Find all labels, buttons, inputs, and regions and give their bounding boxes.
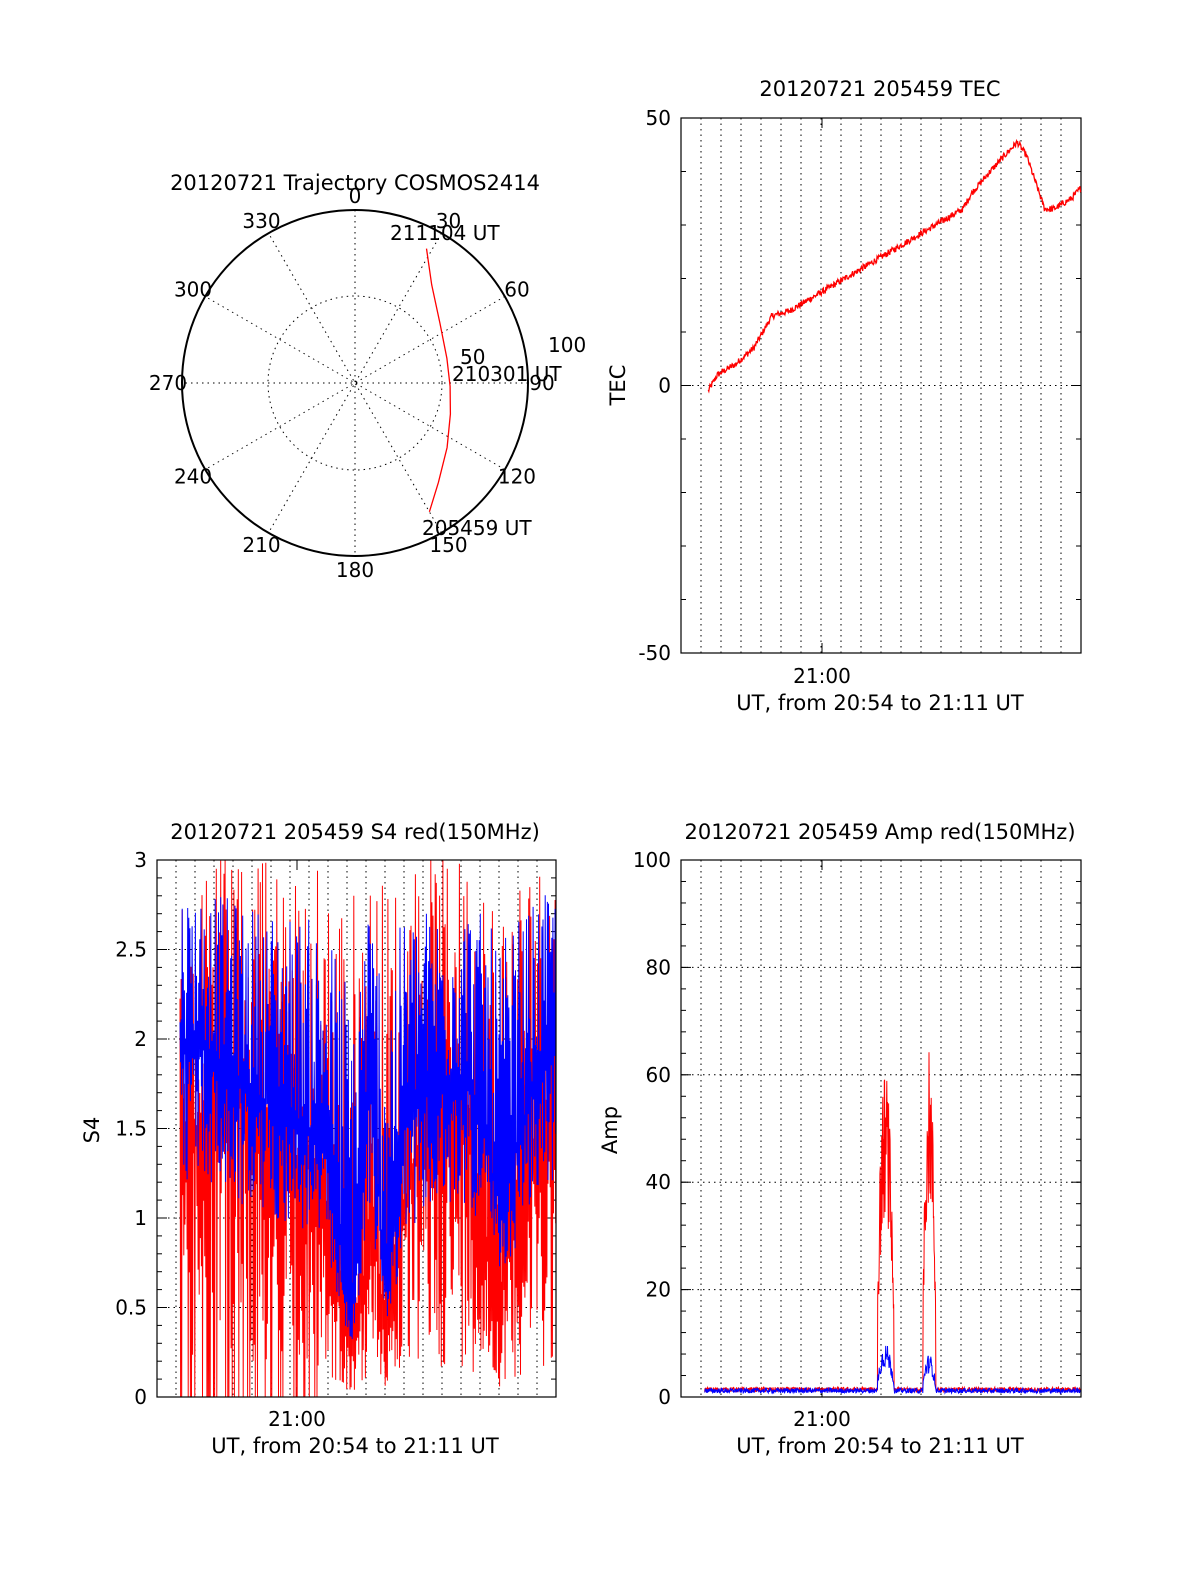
s4-x-axis-label: UT, from 20:54 to 21:11 UT [211,1434,499,1458]
polar-annotation-start: 205459 UT [422,516,532,540]
tec-x-axis-label: UT, from 20:54 to 21:11 UT [736,691,1024,715]
polar-title: 20120721 Trajectory COSMOS2414 [170,171,540,195]
amp-y-axis-label: Amp [598,1106,622,1154]
polar-azimuth-label: 300 [174,278,212,302]
amp-blue-line [704,1345,1082,1395]
amp-frame [680,859,1082,1398]
polar-spoke-150 [268,232,442,534]
y-tick-label: 0 [134,1385,147,1409]
amp-grid [681,859,1081,1398]
polar-inner-circle [267,295,443,471]
polar-azimuth-label: 150 [429,533,467,557]
tec-y-tick-labels: -50 0 50 [638,106,671,665]
polar-azimuth-label: 240 [174,465,212,489]
amp-red-series [704,1052,1082,1394]
s4-blue-line [179,895,557,1340]
polar-spoke-30 [268,232,442,534]
y-tick-label: 1.5 [115,1117,147,1141]
y-tick-label: 40 [646,1170,671,1194]
s4-panel: 20120721 205459 S4 red(150MHz) 0 0.5 1 1.5 2… [80,820,557,1458]
amp-y-tick-labels: 0 20 40 60 80 100 [633,848,671,1409]
polar-azimuth-label: 210 [242,533,280,557]
tec-panel: 20120721 205459 TEC -50 0 50 21:00 UT, fro… [606,77,1082,715]
y-tick-label: 2 [134,1027,147,1051]
y-tick-label: 0.5 [115,1296,147,1320]
polar-azimuth-label: 60 [504,278,529,302]
y-tick-label: 0 [658,1385,671,1409]
polar-azimuth-label: 330 [242,209,280,233]
y-tick-label: 60 [646,1063,671,1087]
polar-radial-label-50: 50 [460,345,485,369]
polar-panel: 20120721 Trajectory COSMOS2414 0 30 60 90 12… [149,171,586,582]
y-tick-label: 80 [646,955,671,979]
y-tick-label: 50 [646,106,671,130]
amp-blue-series [704,1345,1082,1395]
polar-trajectory-line [425,248,452,512]
s4-blue-series [179,895,557,1340]
polar-radial-label-100: 100 [548,333,586,357]
y-tick-label: 1 [134,1206,147,1230]
tec-series-line [707,138,1082,394]
y-tick-label: 20 [646,1278,671,1302]
s4-x-tick-label: 21:00 [268,1407,326,1431]
y-tick-label: 2.5 [115,938,147,962]
polar-azimuth-label: 120 [498,465,536,489]
polar-azimuth-label: 270 [149,371,187,395]
polar-azimuth-label: 0 [349,184,362,208]
amp-panel: 20120721 205459 Amp red(150MHz) 0 20 40 60 8… [598,820,1082,1458]
polar-azimuth-labels: 0 30 60 90 120 150 180 210 240 270 300 330 [149,184,555,582]
polar-annotation-mid: 210301 UT [452,362,562,386]
s4-y-tick-labels: 0 0.5 1 1.5 2 2.5 3 [115,848,147,1409]
y-tick-label: -50 [638,641,671,665]
amp-x-axis-label: UT, from 20:54 to 21:11 UT [736,1434,1024,1458]
amp-red-line [704,1052,1082,1394]
tec-x-tick-label: 21:00 [793,664,851,688]
polar-azimuth-label: 90 [529,371,554,395]
s4-title: 20120721 205459 S4 red(150MHz) [170,820,540,844]
tec-title: 20120721 205459 TEC [759,77,1000,101]
s4-y-axis-label: S4 [80,1117,104,1144]
tec-grid [681,117,1081,654]
amp-x-tick-label: 21:00 [793,1407,851,1431]
polar-annotation-end: 211104 UT [390,221,500,245]
y-tick-label: 3 [134,848,147,872]
y-tick-label: 100 [633,848,671,872]
y-tick-label: 0 [658,374,671,398]
tec-y-axis-label: TEC [606,365,630,407]
polar-azimuth-label: 180 [336,558,374,582]
tec-frame [680,117,1082,654]
amp-title: 20120721 205459 Amp red(150MHz) [684,820,1075,844]
polar-azimuth-label: 30 [436,209,461,233]
s4-frame [156,859,557,1398]
